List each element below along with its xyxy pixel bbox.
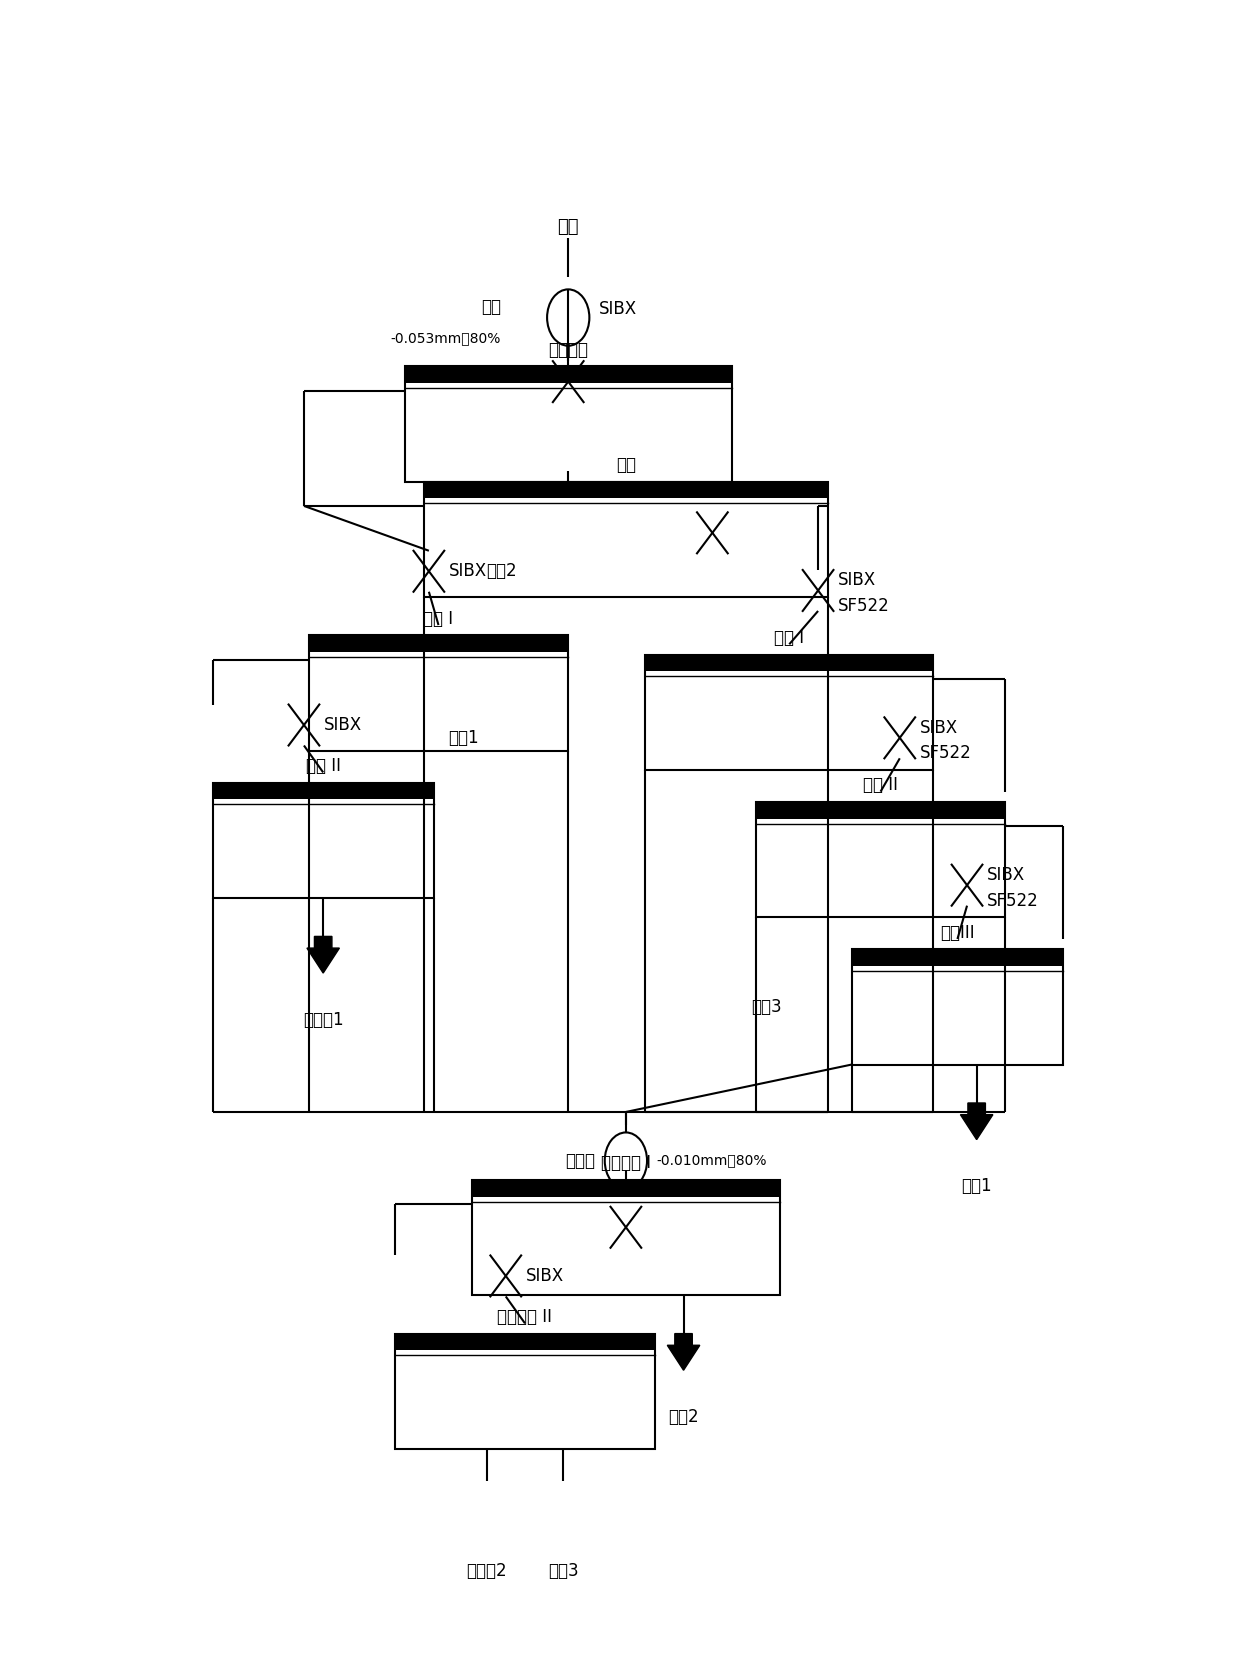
Text: -0.053mm占80%: -0.053mm占80% [391, 331, 501, 344]
Bar [309, 636, 568, 652]
Text: 精选 II: 精选 II [306, 757, 341, 775]
Bar [755, 802, 1006, 917]
FancyArrow shape [547, 1488, 579, 1524]
Text: 原矿: 原矿 [558, 218, 579, 236]
Text: 磨矿: 磨矿 [481, 298, 501, 316]
Bar [755, 802, 1006, 819]
Text: 中矿1: 中矿1 [448, 729, 479, 747]
Bar [424, 481, 828, 597]
Text: SIBX: SIBX [599, 300, 637, 318]
Text: 尾矿3: 尾矿3 [548, 1562, 579, 1579]
Text: SF522: SF522 [838, 597, 890, 614]
Text: 扫选 II: 扫选 II [863, 775, 898, 794]
Bar [645, 654, 934, 671]
Text: SIBX: SIBX [733, 514, 771, 531]
FancyArrow shape [308, 937, 340, 973]
Bar [213, 782, 434, 799]
Text: 尾矿1: 尾矿1 [961, 1178, 992, 1195]
Bar [404, 366, 732, 383]
Text: 铜精矿2: 铜精矿2 [466, 1562, 507, 1579]
Text: SIBX: SIBX [324, 716, 362, 734]
Text: 精选 I: 精选 I [423, 609, 454, 627]
Bar [472, 1180, 780, 1295]
FancyArrow shape [961, 1103, 993, 1140]
Text: SIBX: SIBX [838, 571, 877, 589]
Bar [396, 1333, 655, 1449]
Text: 再磨精选 I: 再磨精选 I [601, 1155, 651, 1171]
Bar [396, 1333, 655, 1350]
Bar [309, 636, 568, 750]
Text: -0.010mm占80%: -0.010mm占80% [657, 1153, 768, 1168]
Bar [213, 782, 434, 899]
Bar [645, 654, 934, 770]
Text: 尾矿2: 尾矿2 [668, 1408, 699, 1426]
Text: SF522: SF522 [733, 539, 785, 557]
Bar [852, 948, 1063, 1065]
Text: 中矿3: 中矿3 [751, 998, 781, 1017]
Bar [472, 1180, 780, 1196]
Text: 扫选III: 扫选III [940, 924, 975, 942]
Text: 中矿2: 中矿2 [486, 562, 517, 581]
Bar [404, 366, 732, 481]
Text: 闪速浮选: 闪速浮选 [548, 341, 588, 358]
Text: SIBX: SIBX [646, 1218, 684, 1236]
Text: 扫选 I: 扫选 I [774, 629, 805, 647]
Text: 再磨精选 II: 再磨精选 II [497, 1308, 553, 1326]
Text: SIBX: SIBX [449, 562, 487, 581]
Text: 粗选: 粗选 [616, 456, 636, 474]
Text: 铜精矿1: 铜精矿1 [303, 1010, 343, 1028]
Text: 超细磨: 超细磨 [565, 1151, 595, 1170]
FancyArrow shape [667, 1333, 699, 1369]
Bar [852, 948, 1063, 965]
Text: SIBX: SIBX [526, 1266, 564, 1285]
Text: SF522: SF522 [589, 364, 640, 381]
Text: SIBX: SIBX [920, 719, 959, 737]
Text: SIBX: SIBX [987, 865, 1025, 884]
FancyArrow shape [470, 1488, 502, 1524]
Text: SF522: SF522 [987, 892, 1039, 910]
Bar [424, 481, 828, 498]
Text: SF522: SF522 [920, 744, 972, 762]
